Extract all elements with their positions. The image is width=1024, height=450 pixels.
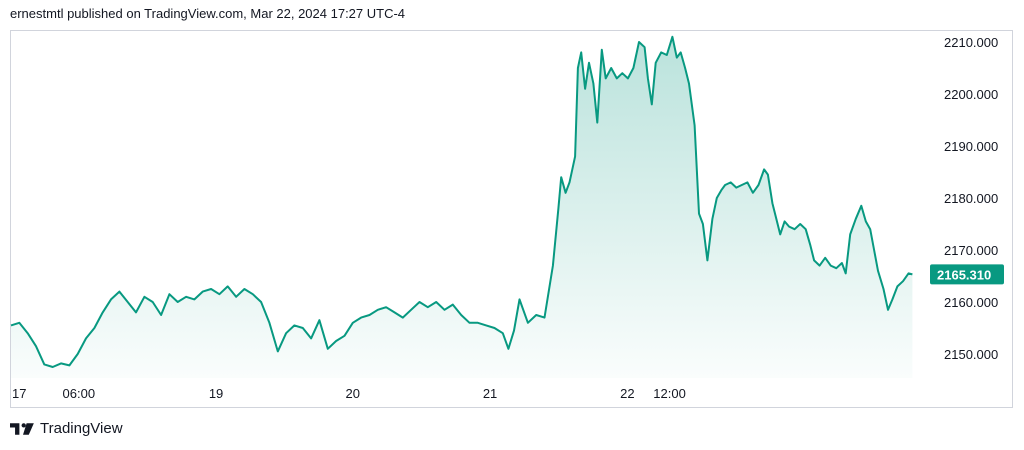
last-price-tag-bg bbox=[930, 264, 1004, 285]
x-tick-label: 19 bbox=[209, 386, 223, 401]
published-header: ernestmtl published on TradingView.com, … bbox=[10, 6, 406, 21]
footer-brand[interactable]: TradingView bbox=[10, 420, 123, 437]
x-tick-label: 12:00 bbox=[653, 386, 686, 401]
y-tick-label: 2180.000 bbox=[944, 191, 998, 206]
y-tick-label: 2170.000 bbox=[944, 243, 998, 258]
x-tick-label: 20 bbox=[346, 386, 360, 401]
x-axis-ticks: 17 06:00 19 20 21 22 12:00 bbox=[12, 386, 686, 401]
x-tick-label: 17 bbox=[12, 386, 26, 401]
y-tick-label: 2160.000 bbox=[944, 295, 998, 310]
chart-frame bbox=[10, 30, 1013, 408]
area-fill bbox=[11, 36, 913, 379]
price-line bbox=[10, 35, 913, 368]
last-price-tag: 2165.310 bbox=[930, 264, 1004, 285]
x-tick-label: 21 bbox=[483, 386, 497, 401]
x-tick-label: 22 bbox=[620, 386, 634, 401]
y-tick-label: 2190.000 bbox=[944, 139, 998, 154]
y-axis-ticks: 2210.000 2200.000 2190.000 2180.000 2170.000… bbox=[944, 35, 998, 362]
brand-label: TradingView bbox=[40, 420, 123, 437]
x-tick-label: 06:00 bbox=[63, 386, 96, 401]
price-chart[interactable]: 2210.000 2200.000 2190.000 2180.000 2170.000… bbox=[0, 0, 1024, 410]
last-price-label: 2165.310 bbox=[937, 267, 991, 282]
y-tick-label: 2210.000 bbox=[944, 35, 998, 50]
y-tick-label: 2150.000 bbox=[944, 347, 998, 362]
tradingview-logo-icon bbox=[10, 422, 34, 435]
y-tick-label: 2200.000 bbox=[944, 87, 998, 102]
